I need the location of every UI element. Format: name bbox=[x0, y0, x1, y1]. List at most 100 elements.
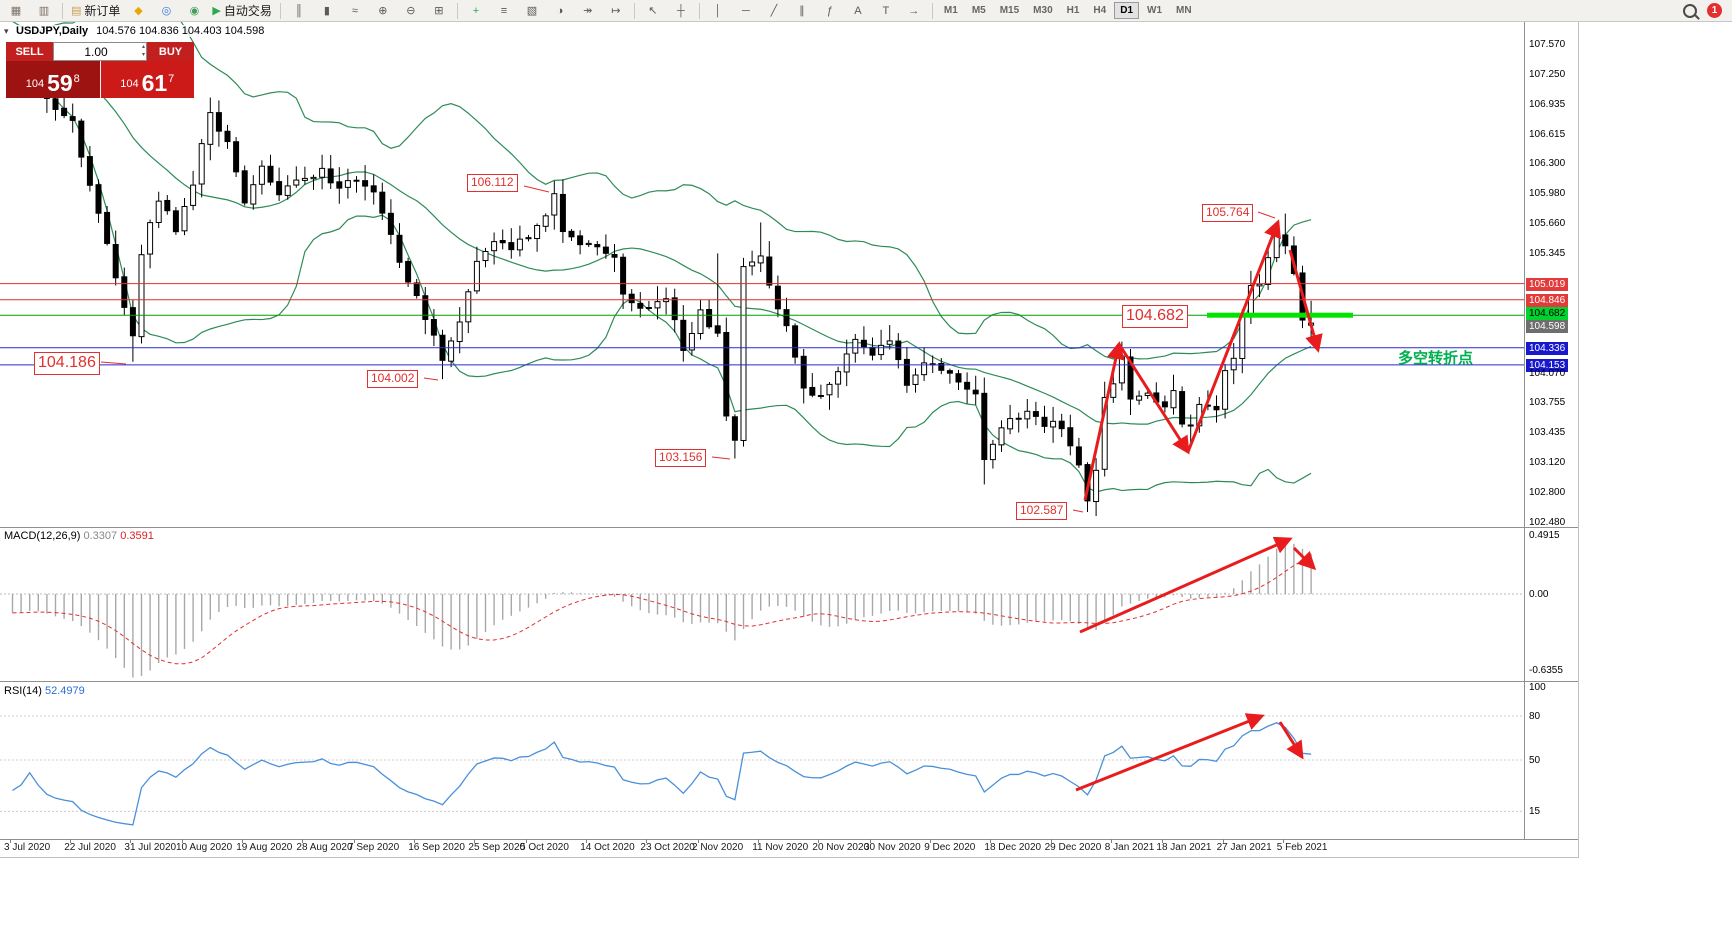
tile-windows-icon-glyph: ⊞ bbox=[434, 4, 444, 17]
new-order-button[interactable]: ▤ 新订单 bbox=[67, 1, 124, 21]
candle bbox=[688, 321, 695, 356]
auto-trading-button[interactable]: ▶ 自动交易 bbox=[208, 1, 275, 21]
profiles-icon[interactable]: ▥ bbox=[30, 1, 58, 21]
templates-icon-glyph: ▧ bbox=[526, 4, 538, 17]
price-annotation-105.764[interactable]: 105.764 bbox=[1202, 204, 1254, 222]
toolbar: ▦ ▥ ▤ 新订单 ◆ ◎ ◉ ▶ 自动交易 ║ ▮ ≈ ⊕ ⊖ ⊞ + ≡ ▧ ◑ ↠ ↦ ↖ ┼ │ ─ ╱ ∥ ƒ A T → M1 M5… bbox=[0, 0, 1732, 22]
buy-button[interactable]: BUY bbox=[147, 42, 194, 61]
zoom-in-icon[interactable]: ⊕ bbox=[369, 1, 397, 21]
channel-icon[interactable]: ∥ bbox=[788, 1, 816, 21]
tile-windows-icon[interactable]: ⊞ bbox=[425, 1, 453, 21]
price-annotation-103.156[interactable]: 103.156 bbox=[655, 449, 707, 467]
zoom-out-icon[interactable]: ⊖ bbox=[397, 1, 425, 21]
rsi-name: RSI(14) bbox=[4, 685, 42, 697]
thick-green-segment[interactable] bbox=[1207, 312, 1353, 318]
date-tick bbox=[1110, 839, 1112, 843]
candle bbox=[508, 228, 515, 259]
candle bbox=[774, 275, 781, 318]
horizontal-line-icon[interactable]: ─ bbox=[732, 1, 760, 21]
templates-icon[interactable]: ▧ bbox=[518, 1, 546, 21]
new-order-button-label: 新订单 bbox=[84, 4, 121, 18]
line-chart-icon[interactable]: ≈ bbox=[341, 1, 369, 21]
volume-spinner[interactable]: ▴ ▾ bbox=[141, 44, 145, 58]
time-axis[interactable]: 3 Jul 2020 22 Jul 2020 31 Jul 2020 10 Aug 2… bbox=[0, 841, 1578, 857]
bar-chart-icon[interactable]: ║ bbox=[285, 1, 313, 21]
candle bbox=[267, 154, 274, 186]
data-window-icon-glyph: ◎ bbox=[161, 4, 172, 17]
notification-badge[interactable]: 1 bbox=[1707, 3, 1722, 18]
zoom-out-icon-glyph: ⊖ bbox=[406, 4, 416, 17]
timeframe-mn[interactable]: MN bbox=[1176, 5, 1192, 16]
rsi-panel[interactable] bbox=[0, 682, 1524, 839]
date-tick bbox=[818, 839, 820, 843]
price-annotation-106.112[interactable]: 106.112 bbox=[467, 174, 518, 192]
price-axis-label-104.598: 104.598 bbox=[1526, 320, 1569, 334]
volume-input[interactable] bbox=[54, 43, 146, 60]
sell-button[interactable]: SELL bbox=[6, 42, 53, 61]
date-tick bbox=[526, 839, 527, 843]
date-tick bbox=[70, 839, 72, 843]
candle bbox=[138, 244, 145, 344]
price-axis-label-104.682: 104.682 bbox=[1526, 307, 1569, 321]
cursor-icon[interactable]: ↖ bbox=[639, 1, 667, 21]
candle bbox=[1239, 309, 1246, 374]
objects-list-icon[interactable]: ≡ bbox=[490, 1, 518, 21]
search-icon[interactable] bbox=[1683, 3, 1697, 18]
navigator-icon[interactable]: ◉ bbox=[180, 1, 208, 21]
auto-scroll-icon[interactable]: ↠ bbox=[574, 1, 602, 21]
candlestick-chart-icon[interactable]: ▮ bbox=[313, 1, 341, 21]
date-tick bbox=[242, 839, 244, 843]
timeframe-m30[interactable]: M30 bbox=[1033, 5, 1053, 16]
sell-price-panel[interactable]: 104 59 8 bbox=[6, 61, 101, 98]
indicators-icon[interactable]: + bbox=[462, 1, 490, 21]
candle bbox=[1093, 458, 1100, 517]
candle bbox=[413, 278, 420, 299]
candle bbox=[955, 369, 962, 390]
shapes-icon[interactable]: → bbox=[900, 1, 928, 21]
candle bbox=[198, 138, 205, 198]
label-icon[interactable]: T bbox=[872, 1, 900, 21]
timeframe-w1[interactable]: W1 bbox=[1147, 5, 1163, 16]
price-annotation-104.002[interactable]: 104.002 bbox=[367, 370, 419, 388]
period-dropdown-icon[interactable]: ◑ bbox=[546, 1, 574, 21]
panel-separator-rsi[interactable] bbox=[0, 681, 1578, 682]
candle bbox=[516, 225, 523, 257]
buy-price-small: 104 bbox=[120, 78, 139, 90]
macd-panel[interactable] bbox=[0, 528, 1524, 681]
one-click-collapse-icon[interactable]: ▾ bbox=[4, 26, 9, 36]
buy-price-panel[interactable]: 104 61 7 bbox=[100, 61, 194, 98]
text-icon[interactable]: A bbox=[844, 1, 872, 21]
timeframe-h1[interactable]: H1 bbox=[1066, 5, 1080, 16]
chart-shift-icon[interactable]: ↦ bbox=[602, 1, 630, 21]
candle bbox=[946, 368, 953, 384]
date-tick bbox=[646, 839, 648, 843]
macd-value-main: 0.3307 bbox=[83, 530, 118, 542]
vertical-line-icon[interactable]: │ bbox=[704, 1, 732, 21]
price-axis[interactable]: 107.570 107.250 106.935 106.615 106.300 105.9… bbox=[1526, 0, 1578, 946]
candle bbox=[843, 339, 850, 387]
candle bbox=[301, 166, 308, 185]
fibonacci-icon[interactable]: ƒ bbox=[816, 1, 844, 21]
metaeditor-icon[interactable]: ◆ bbox=[124, 1, 152, 21]
timeframe-m5[interactable]: M5 bbox=[971, 5, 986, 16]
timeframe-m15[interactable]: M15 bbox=[999, 5, 1020, 16]
chinese-annotation[interactable]: 多空转折点 bbox=[1398, 350, 1474, 367]
date-label: 2 Nov 2020 bbox=[692, 842, 744, 853]
data-window-icon[interactable]: ◎ bbox=[152, 1, 180, 21]
rsi-axis-label-100: 100 bbox=[1529, 681, 1546, 693]
timeframe-d1[interactable]: D1 bbox=[1114, 2, 1140, 19]
timeframe-h4[interactable]: H4 bbox=[1093, 5, 1107, 16]
candle bbox=[1153, 382, 1160, 405]
trendline-icon[interactable]: ╱ bbox=[760, 1, 788, 21]
main-chart-panel[interactable] bbox=[0, 22, 1524, 527]
crosshair-icon[interactable]: ┼ bbox=[667, 1, 695, 21]
candle bbox=[757, 222, 764, 273]
new-chart-icon[interactable]: ▦ bbox=[2, 1, 30, 21]
price-annotation-104.186[interactable]: 104.186 bbox=[34, 352, 100, 375]
price-annotation-102.587[interactable]: 102.587 bbox=[1016, 502, 1068, 520]
price-annotation-104.682[interactable]: 104.682 bbox=[1122, 305, 1188, 328]
panel-separator-macd[interactable] bbox=[0, 527, 1578, 528]
candle bbox=[602, 234, 609, 259]
timeframe-m1[interactable]: M1 bbox=[943, 5, 958, 16]
candle bbox=[938, 358, 945, 375]
